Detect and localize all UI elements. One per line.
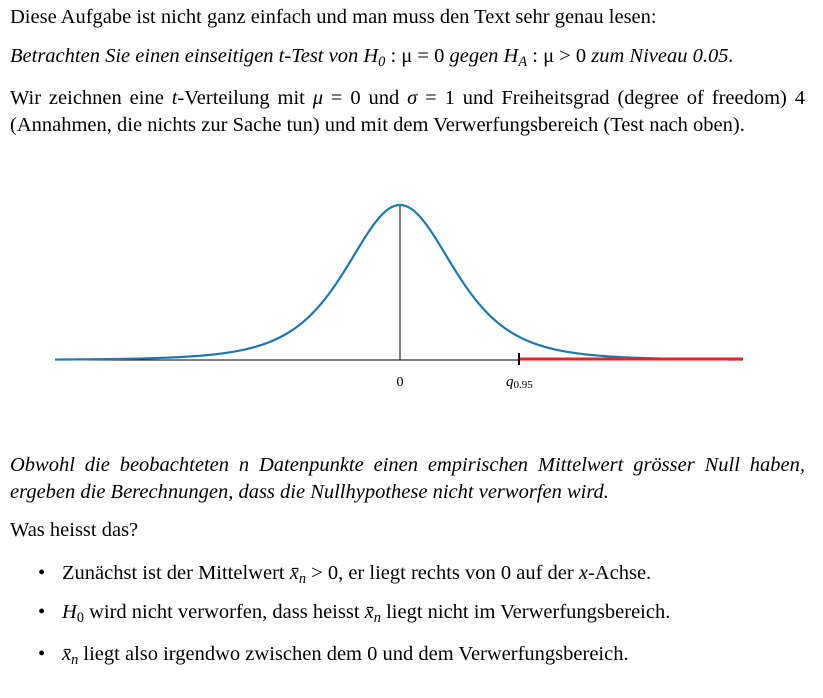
q: q xyxy=(506,374,514,390)
math: x̄ xyxy=(62,643,72,665)
q-subscript: 0.95 xyxy=(514,379,534,391)
math: A xyxy=(518,54,528,70)
text: Zunächst ist der Mittelwert xyxy=(62,562,290,584)
math: t xyxy=(171,87,178,109)
text: > 0, er liegt rechts von 0 auf der xyxy=(306,562,579,584)
setup: Wir zeichnen eine t-Verteilung mit μ = 0… xyxy=(10,85,805,139)
math: x̄ xyxy=(289,562,299,584)
density-curve xyxy=(54,203,744,361)
math: n xyxy=(71,652,79,668)
math: : μ > 0 xyxy=(527,45,592,67)
text: = 1 und Freiheitsgrad (degree of freedom… xyxy=(10,87,805,136)
math: 0 xyxy=(76,610,84,626)
text: Wir zeichnen eine xyxy=(10,87,172,109)
text: liegt nicht im Verwerfungsbereich. xyxy=(380,601,671,623)
math: H xyxy=(503,45,519,67)
quantile-label: q0.95 xyxy=(506,374,533,391)
math: x xyxy=(578,562,588,584)
math: 0 xyxy=(378,54,386,70)
center-label: 0 xyxy=(397,375,404,390)
observation: Obwohl die beobachteten n Datenpunkte ei… xyxy=(10,454,805,503)
t-distribution-figure: 0 q0.95 xyxy=(54,203,744,391)
text: -Achse. xyxy=(587,562,652,584)
text: zum Niveau 0.05. xyxy=(591,45,734,67)
math: σ xyxy=(407,87,418,109)
math: H xyxy=(363,45,379,67)
task: Betrachten Sie einen einseitigen t-Test … xyxy=(10,43,734,70)
text: = 0 und xyxy=(323,87,408,109)
text: liegt also irgendwo zwischen dem 0 und d… xyxy=(78,643,629,665)
text: gegen xyxy=(449,45,504,67)
math: μ xyxy=(312,87,324,109)
math: x̄ xyxy=(364,601,374,623)
text: wird nicht verworfen, dass heisst xyxy=(83,601,365,623)
math: H xyxy=(62,601,77,623)
math: n xyxy=(373,610,381,626)
math: : μ = 0 xyxy=(385,45,450,67)
math: n xyxy=(298,571,307,587)
question: Was heisst das? xyxy=(10,519,139,541)
text: -Verteilung mit xyxy=(177,87,313,109)
text: Betrachten Sie einen einseitigen t-Test … xyxy=(10,45,364,67)
intro: Diese Aufgabe ist nicht ganz einfach und… xyxy=(10,6,657,28)
